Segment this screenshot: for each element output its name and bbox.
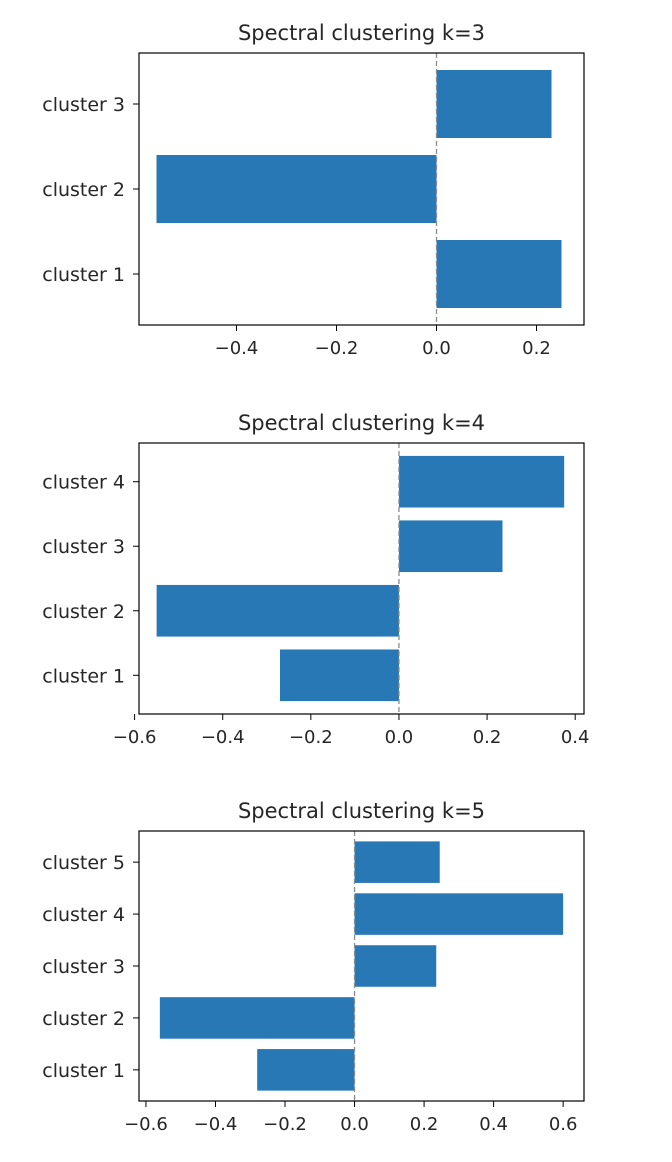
x-tick-label: −0.2 bbox=[263, 1114, 307, 1135]
chart-k3: Spectral clustering k=3 cluster 1 cluster … bbox=[42, 21, 585, 359]
x-tick-label: −0.6 bbox=[124, 1114, 168, 1135]
y-tick-label: cluster 4 bbox=[42, 472, 125, 494]
x-tick-label: 0.0 bbox=[385, 727, 414, 748]
x-tick-label: −0.6 bbox=[113, 727, 157, 748]
y-tick-label: cluster 2 bbox=[42, 1008, 125, 1030]
bar-cluster-2 bbox=[159, 997, 355, 1039]
bar-cluster-3 bbox=[398, 520, 503, 573]
bar-cluster-3 bbox=[354, 945, 437, 987]
y-tick-label: cluster 1 bbox=[42, 665, 125, 687]
chart-k5: Spectral clustering k=5 cluster 1 cluster … bbox=[42, 799, 585, 1135]
x-tick-label: 0.4 bbox=[561, 727, 590, 748]
x-tick-label: −0.4 bbox=[201, 727, 245, 748]
bar-cluster-1 bbox=[279, 649, 399, 702]
y-tick-label: cluster 3 bbox=[42, 94, 125, 116]
bar-cluster-4 bbox=[398, 455, 565, 508]
bar-cluster-3 bbox=[436, 70, 552, 138]
y-tick-label: cluster 2 bbox=[42, 601, 125, 623]
x-tick-label: 0.0 bbox=[340, 1114, 369, 1135]
y-tick-label: cluster 1 bbox=[42, 264, 125, 286]
bar-cluster-1 bbox=[436, 240, 562, 308]
y-tick-label: cluster 3 bbox=[42, 536, 125, 558]
chart-k4: Spectral clustering k=4 cluster 1 cluster … bbox=[42, 411, 589, 748]
y-tick-label: cluster 4 bbox=[42, 904, 125, 926]
chart-title: Spectral clustering k=4 bbox=[238, 411, 485, 435]
bar-cluster-1 bbox=[257, 1049, 355, 1091]
x-tick-label: 0.0 bbox=[422, 338, 451, 359]
axes-frame bbox=[138, 442, 585, 715]
bar-cluster-2 bbox=[156, 155, 437, 223]
x-tick-label: 0.6 bbox=[549, 1114, 578, 1135]
chart-title: Spectral clustering k=5 bbox=[238, 799, 485, 823]
y-tick-label: cluster 2 bbox=[42, 179, 125, 201]
bar-cluster-5 bbox=[354, 841, 440, 883]
y-tick-label: cluster 3 bbox=[42, 956, 125, 978]
y-tick-label: cluster 1 bbox=[42, 1060, 125, 1082]
x-tick-label: 0.4 bbox=[479, 1114, 508, 1135]
x-tick-label: −0.4 bbox=[194, 1114, 238, 1135]
x-tick-label: −0.2 bbox=[315, 338, 359, 359]
x-tick-label: 0.2 bbox=[410, 1114, 439, 1135]
bar-cluster-4 bbox=[354, 893, 564, 935]
bar-cluster-2 bbox=[156, 584, 399, 637]
x-tick-label: −0.4 bbox=[215, 338, 259, 359]
x-tick-label: −0.2 bbox=[289, 727, 333, 748]
chart-title: Spectral clustering k=3 bbox=[238, 21, 485, 45]
x-tick-label: 0.2 bbox=[522, 338, 551, 359]
y-tick-label: cluster 5 bbox=[42, 852, 125, 874]
x-tick-label: 0.2 bbox=[473, 727, 502, 748]
